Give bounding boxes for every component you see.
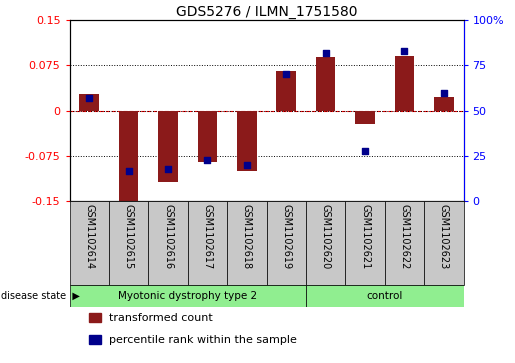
Bar [394,56,414,111]
Text: GSM1102623: GSM1102623 [439,204,449,269]
Point [85,95,93,101]
FancyBboxPatch shape [385,201,424,285]
Point [164,166,172,172]
Text: GSM1102616: GSM1102616 [163,204,173,269]
Text: GSM1102621: GSM1102621 [360,204,370,269]
Bar [316,57,335,111]
Bar [355,111,375,124]
Bar [434,97,454,111]
Text: transformed count: transformed count [109,313,213,322]
Bar [89,313,101,322]
Text: GSM1102620: GSM1102620 [321,204,331,269]
Text: GSM1102615: GSM1102615 [124,204,133,269]
Point [400,48,408,54]
Bar [79,94,99,111]
Text: GSM1102619: GSM1102619 [281,204,291,269]
Bar [237,111,256,171]
FancyBboxPatch shape [109,201,148,285]
Text: disease state  ▶: disease state ▶ [1,291,80,301]
Bar [119,111,139,204]
Text: GSM1102618: GSM1102618 [242,204,252,269]
Bar [198,111,217,162]
FancyBboxPatch shape [346,201,385,285]
FancyBboxPatch shape [227,201,267,285]
Point [321,50,330,56]
Bar [158,111,178,182]
Point [361,148,369,154]
Text: control: control [367,291,403,301]
Point [203,157,212,163]
Text: GSM1102614: GSM1102614 [84,204,94,269]
Point [125,168,133,174]
FancyBboxPatch shape [70,201,109,285]
FancyBboxPatch shape [424,201,464,285]
Point [282,72,290,77]
Text: Myotonic dystrophy type 2: Myotonic dystrophy type 2 [118,291,258,301]
Text: percentile rank within the sample: percentile rank within the sample [109,335,297,345]
FancyBboxPatch shape [306,201,346,285]
FancyBboxPatch shape [267,201,306,285]
FancyBboxPatch shape [188,201,227,285]
FancyBboxPatch shape [70,285,306,307]
Text: GSM1102622: GSM1102622 [400,204,409,269]
Text: GSM1102617: GSM1102617 [202,204,212,269]
FancyBboxPatch shape [306,285,464,307]
FancyBboxPatch shape [148,201,188,285]
Title: GDS5276 / ILMN_1751580: GDS5276 / ILMN_1751580 [176,5,357,19]
Bar [277,72,296,111]
Bar [89,335,101,344]
Point [440,90,448,95]
Point [243,162,251,168]
